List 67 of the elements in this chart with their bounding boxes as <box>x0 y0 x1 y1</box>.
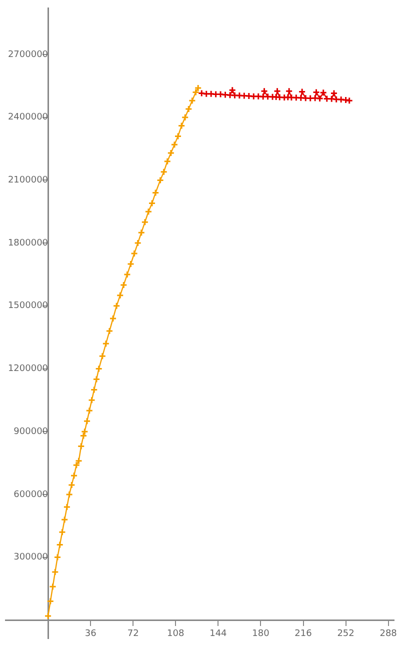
point <box>192 88 200 96</box>
point <box>188 96 196 104</box>
y-tick-label: 2100000 <box>8 176 48 186</box>
x-tick-label: 288 <box>380 628 398 639</box>
point <box>83 417 91 425</box>
point <box>54 554 62 562</box>
point <box>49 582 57 590</box>
point <box>70 472 78 480</box>
point <box>116 292 124 300</box>
point <box>272 93 280 101</box>
point <box>160 168 168 176</box>
x-tick-label: 180 <box>252 628 270 639</box>
point <box>130 250 138 258</box>
point <box>60 516 68 524</box>
point <box>90 386 98 394</box>
point <box>77 442 85 450</box>
point <box>95 365 103 373</box>
y-tick-label: 600000 <box>14 490 48 500</box>
point <box>46 598 54 606</box>
point <box>58 528 66 536</box>
point <box>66 490 74 498</box>
point <box>51 568 59 576</box>
point <box>86 406 94 414</box>
point <box>68 481 76 489</box>
point <box>72 461 80 469</box>
point <box>141 218 149 226</box>
point <box>123 270 131 278</box>
x-tick-label: 36 <box>84 628 97 639</box>
point <box>134 239 142 247</box>
x-tick-label: 72 <box>127 628 139 639</box>
point <box>120 281 128 289</box>
point <box>148 199 156 207</box>
x-tick-label: 144 <box>210 628 228 639</box>
y-tick-label: 2400000 <box>8 112 48 123</box>
point <box>102 340 110 348</box>
point <box>106 327 114 335</box>
y-tick-label: 900000 <box>14 426 48 437</box>
x-tick-label: 216 <box>294 628 312 639</box>
point <box>181 114 189 122</box>
point <box>109 314 117 322</box>
point <box>88 396 96 404</box>
y-tick-label: 2700000 <box>8 50 48 60</box>
point <box>112 302 120 310</box>
point <box>126 260 134 268</box>
y-tick-label: 1500000 <box>8 301 48 312</box>
point <box>75 457 83 465</box>
point <box>80 432 88 440</box>
point <box>164 158 172 166</box>
point <box>56 540 64 548</box>
point <box>63 503 71 511</box>
point <box>98 352 106 360</box>
point <box>178 122 186 130</box>
point <box>184 105 192 113</box>
y-tick-label: 300000 <box>14 552 48 563</box>
point <box>92 375 100 383</box>
point <box>174 132 182 140</box>
x-tick-label: 108 <box>167 628 185 639</box>
y-tick-label: 1800000 <box>8 238 48 248</box>
point <box>170 140 178 148</box>
point <box>156 176 164 184</box>
point <box>80 428 88 436</box>
y-tick-label: 1200000 <box>8 364 48 374</box>
point <box>138 228 146 236</box>
point <box>167 149 175 157</box>
x-tick-label: 252 <box>337 628 354 639</box>
point <box>144 208 152 216</box>
point <box>152 189 160 197</box>
